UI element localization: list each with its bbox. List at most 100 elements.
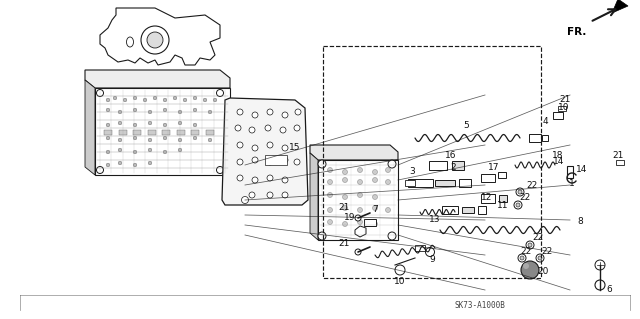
Polygon shape <box>462 207 474 213</box>
Circle shape <box>395 265 405 275</box>
Circle shape <box>372 177 378 182</box>
Polygon shape <box>616 160 624 165</box>
Circle shape <box>358 192 362 197</box>
Text: 22: 22 <box>520 194 531 203</box>
Bar <box>191 130 200 135</box>
Circle shape <box>97 90 104 97</box>
Circle shape <box>204 98 207 102</box>
Polygon shape <box>558 106 566 110</box>
Circle shape <box>178 110 182 114</box>
Circle shape <box>147 32 163 48</box>
Text: 22: 22 <box>526 181 538 189</box>
Text: 10: 10 <box>558 103 570 113</box>
Circle shape <box>388 232 396 240</box>
Bar <box>323 46 541 278</box>
Circle shape <box>518 254 526 262</box>
Circle shape <box>118 148 122 152</box>
Polygon shape <box>481 194 495 203</box>
Circle shape <box>252 112 258 118</box>
Circle shape <box>178 121 182 125</box>
Text: 14: 14 <box>576 166 588 174</box>
Circle shape <box>163 98 167 102</box>
Polygon shape <box>452 160 464 169</box>
Circle shape <box>385 207 390 212</box>
Circle shape <box>328 192 333 197</box>
Polygon shape <box>442 206 458 214</box>
Text: 5: 5 <box>463 122 469 130</box>
Circle shape <box>536 254 544 262</box>
Polygon shape <box>318 160 398 240</box>
Circle shape <box>318 232 326 240</box>
Text: 8: 8 <box>577 218 583 226</box>
Circle shape <box>294 125 300 131</box>
Text: 2: 2 <box>450 164 456 173</box>
Circle shape <box>148 110 152 114</box>
Circle shape <box>358 167 362 173</box>
Polygon shape <box>100 8 220 65</box>
Circle shape <box>97 167 104 174</box>
Circle shape <box>178 148 182 152</box>
Circle shape <box>133 163 137 167</box>
Polygon shape <box>415 245 425 251</box>
Text: 6: 6 <box>606 286 612 294</box>
Circle shape <box>148 121 152 125</box>
Circle shape <box>388 160 396 168</box>
Circle shape <box>521 261 539 279</box>
Circle shape <box>133 108 137 112</box>
Polygon shape <box>85 70 230 88</box>
Polygon shape <box>310 153 318 240</box>
Circle shape <box>237 109 243 115</box>
Circle shape <box>153 96 157 100</box>
Circle shape <box>295 109 301 115</box>
Text: 17: 17 <box>488 164 500 173</box>
Polygon shape <box>85 80 95 175</box>
Text: 13: 13 <box>429 216 441 225</box>
Circle shape <box>241 197 248 204</box>
Circle shape <box>328 219 333 225</box>
Text: 9: 9 <box>429 256 435 264</box>
Circle shape <box>372 169 378 174</box>
Polygon shape <box>429 160 447 169</box>
Circle shape <box>328 180 333 184</box>
Text: 21: 21 <box>339 203 349 211</box>
Circle shape <box>328 167 333 173</box>
Polygon shape <box>435 180 455 186</box>
Text: 11: 11 <box>497 202 509 211</box>
Circle shape <box>148 148 152 152</box>
Circle shape <box>178 138 182 142</box>
Circle shape <box>106 108 110 112</box>
Circle shape <box>282 157 288 163</box>
Circle shape <box>163 123 167 127</box>
Circle shape <box>520 256 524 260</box>
Circle shape <box>595 280 605 290</box>
Polygon shape <box>355 226 366 237</box>
Text: 22: 22 <box>541 248 552 256</box>
Circle shape <box>249 127 255 133</box>
Circle shape <box>342 221 348 226</box>
Circle shape <box>355 215 361 221</box>
Circle shape <box>106 163 110 167</box>
Circle shape <box>328 207 333 212</box>
Bar <box>104 130 112 135</box>
Circle shape <box>193 136 197 140</box>
Circle shape <box>528 243 532 247</box>
Circle shape <box>133 96 137 100</box>
Circle shape <box>516 203 520 207</box>
Circle shape <box>355 249 361 255</box>
Text: 20: 20 <box>538 268 548 277</box>
Circle shape <box>216 90 223 97</box>
Circle shape <box>118 110 122 114</box>
Circle shape <box>372 205 378 211</box>
Circle shape <box>385 167 390 173</box>
Circle shape <box>252 145 258 151</box>
Text: FR.: FR. <box>566 27 586 37</box>
Circle shape <box>267 142 273 148</box>
Text: 21: 21 <box>339 240 349 249</box>
Circle shape <box>118 161 122 165</box>
Circle shape <box>183 98 187 102</box>
Polygon shape <box>310 145 398 160</box>
Circle shape <box>294 159 300 165</box>
Circle shape <box>148 161 152 165</box>
Circle shape <box>133 123 137 127</box>
Circle shape <box>267 175 273 181</box>
